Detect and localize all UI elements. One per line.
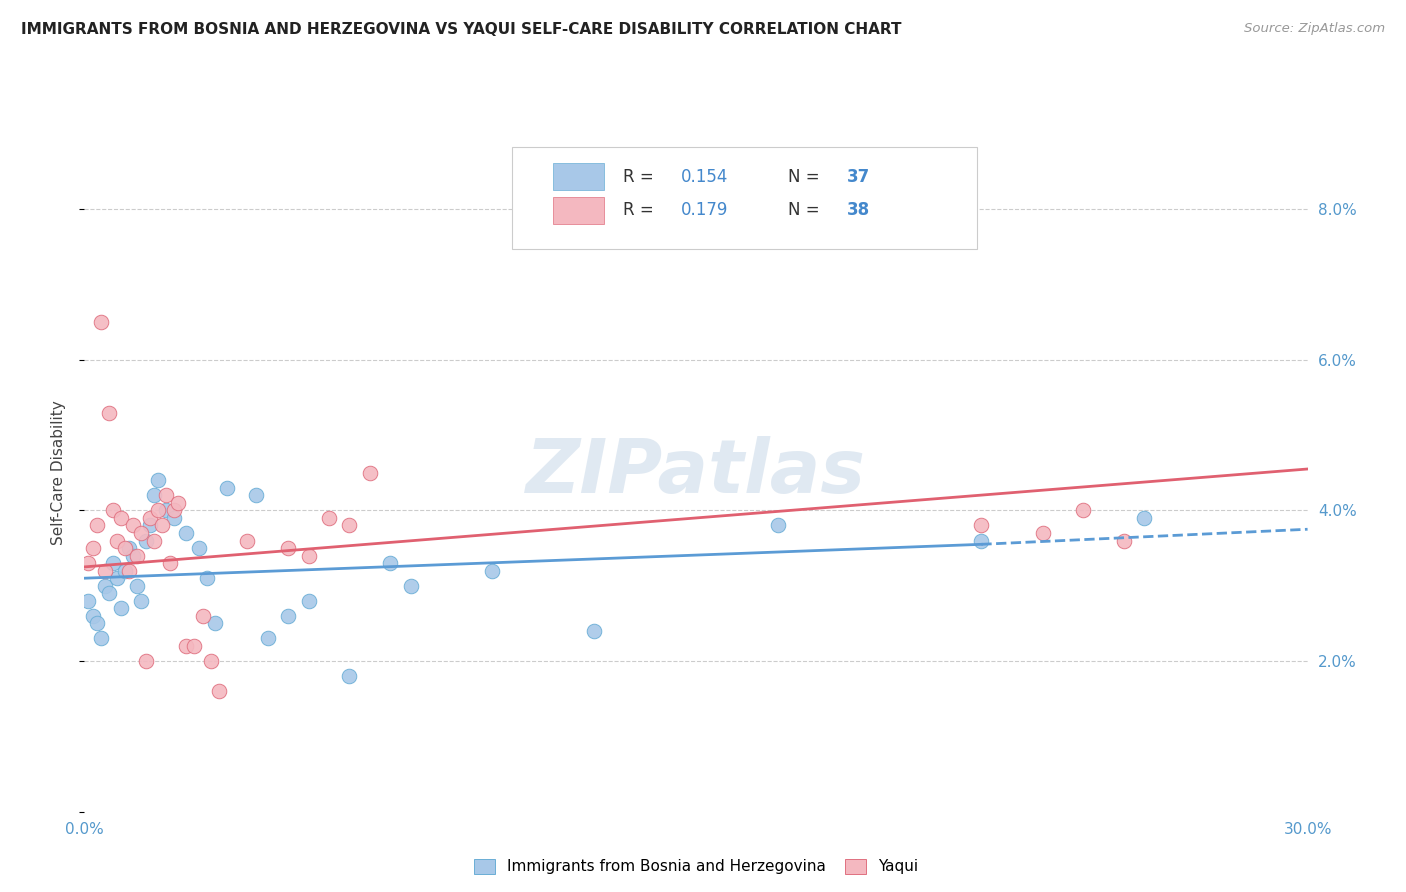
Point bbox=[277, 541, 299, 555]
Point bbox=[187, 541, 209, 555]
Point bbox=[183, 639, 205, 653]
Point bbox=[90, 315, 112, 329]
Point bbox=[138, 511, 160, 525]
Point bbox=[257, 632, 280, 646]
Point bbox=[97, 586, 120, 600]
Text: 0.179: 0.179 bbox=[682, 202, 728, 219]
Point bbox=[1032, 526, 1054, 541]
Point bbox=[583, 624, 606, 638]
Point bbox=[110, 601, 132, 615]
Point bbox=[93, 579, 117, 593]
Point bbox=[200, 654, 222, 668]
Point bbox=[110, 511, 132, 525]
Point bbox=[339, 669, 361, 683]
Point bbox=[127, 549, 149, 563]
Text: IMMIGRANTS FROM BOSNIA AND HERZEGOVINA VS YAQUI SELF-CARE DISABILITY CORRELATION: IMMIGRANTS FROM BOSNIA AND HERZEGOVINA V… bbox=[21, 22, 901, 37]
Point bbox=[122, 518, 145, 533]
Text: N =: N = bbox=[787, 168, 824, 186]
Point bbox=[399, 579, 422, 593]
Point bbox=[127, 579, 149, 593]
FancyBboxPatch shape bbox=[553, 197, 605, 224]
Point bbox=[138, 518, 160, 533]
Legend: Immigrants from Bosnia and Herzegovina, Yaqui: Immigrants from Bosnia and Herzegovina, … bbox=[465, 851, 927, 882]
Point bbox=[135, 654, 157, 668]
Point bbox=[1133, 511, 1156, 525]
Point bbox=[1114, 533, 1136, 548]
Point bbox=[163, 511, 186, 525]
Point bbox=[277, 608, 299, 623]
Point bbox=[339, 518, 361, 533]
Text: R =: R = bbox=[623, 202, 658, 219]
Point bbox=[114, 541, 136, 555]
Point bbox=[77, 556, 100, 570]
Point bbox=[118, 564, 141, 578]
Point bbox=[298, 594, 321, 608]
Point bbox=[90, 632, 112, 646]
Point bbox=[114, 564, 136, 578]
Point bbox=[155, 488, 177, 502]
Point bbox=[93, 564, 117, 578]
Point bbox=[155, 503, 177, 517]
Point bbox=[142, 533, 165, 548]
Point bbox=[135, 533, 157, 548]
Point bbox=[380, 556, 402, 570]
Point bbox=[150, 518, 173, 533]
Point bbox=[1073, 503, 1095, 517]
Point bbox=[970, 518, 993, 533]
Point bbox=[146, 473, 169, 487]
Text: 37: 37 bbox=[846, 168, 870, 186]
Text: Source: ZipAtlas.com: Source: ZipAtlas.com bbox=[1244, 22, 1385, 36]
Point bbox=[97, 405, 120, 419]
Point bbox=[217, 481, 239, 495]
Point bbox=[298, 549, 321, 563]
Text: 0.154: 0.154 bbox=[682, 168, 728, 186]
Y-axis label: Self-Care Disability: Self-Care Disability bbox=[51, 401, 66, 545]
Point bbox=[105, 571, 128, 585]
Text: ZIPatlas: ZIPatlas bbox=[526, 436, 866, 509]
Point bbox=[118, 541, 141, 555]
Point bbox=[167, 496, 190, 510]
Point bbox=[481, 564, 503, 578]
FancyBboxPatch shape bbox=[553, 163, 605, 190]
Point bbox=[174, 526, 197, 541]
Point bbox=[359, 466, 381, 480]
Point bbox=[131, 594, 153, 608]
Point bbox=[86, 518, 108, 533]
Point bbox=[142, 488, 165, 502]
Point bbox=[146, 503, 169, 517]
Point bbox=[82, 541, 104, 555]
Point bbox=[122, 549, 145, 563]
Point bbox=[208, 684, 231, 698]
FancyBboxPatch shape bbox=[513, 147, 977, 249]
Point bbox=[174, 639, 197, 653]
Point bbox=[77, 594, 100, 608]
Text: 38: 38 bbox=[846, 202, 869, 219]
Point bbox=[236, 533, 259, 548]
Point bbox=[318, 511, 340, 525]
Point bbox=[82, 608, 104, 623]
Point bbox=[191, 608, 214, 623]
Point bbox=[86, 616, 108, 631]
Point bbox=[105, 533, 128, 548]
Point bbox=[131, 526, 153, 541]
Point bbox=[101, 503, 124, 517]
Point bbox=[159, 556, 181, 570]
Text: N =: N = bbox=[787, 202, 824, 219]
Point bbox=[766, 518, 789, 533]
Point bbox=[163, 503, 186, 517]
Point bbox=[195, 571, 218, 585]
Point bbox=[245, 488, 267, 502]
Text: R =: R = bbox=[623, 168, 658, 186]
Point bbox=[101, 556, 124, 570]
Point bbox=[204, 616, 226, 631]
Point bbox=[970, 533, 993, 548]
